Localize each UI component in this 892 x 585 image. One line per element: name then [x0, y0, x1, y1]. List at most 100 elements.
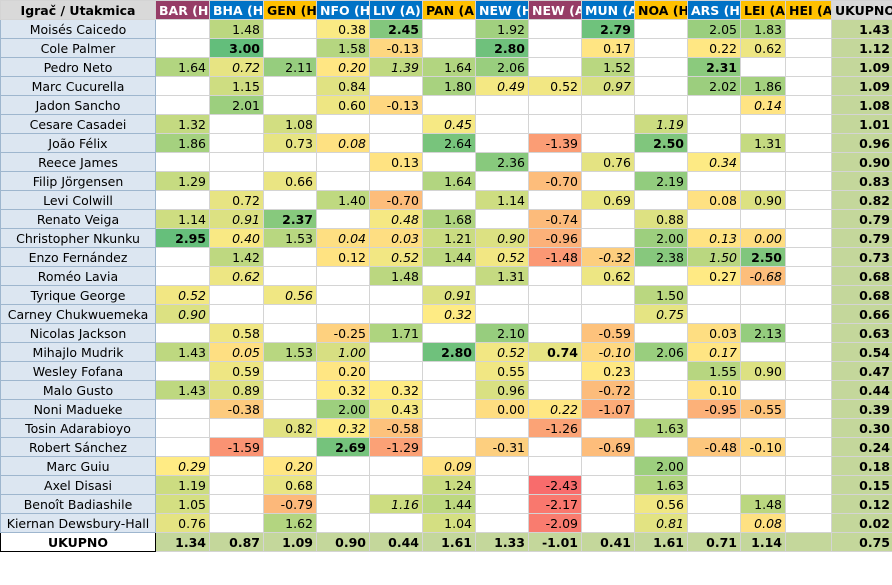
player-row: Roméo Lavia 0.62 1.48 1.31 0.62 0.27 -0.68 0.68 — [0, 266, 892, 286]
player-row: Filip Jörgensen 1.29 0.66 1.64 -0.70 2.19 0.83 — [0, 171, 892, 191]
rating-cell: 1.05 — [155, 494, 210, 514]
rating-cell — [740, 475, 786, 495]
player-row: Jadon Sancho 2.01 0.60 -0.13 0.14 1.08 — [0, 95, 892, 115]
player-total: 0.39 — [831, 399, 892, 419]
player-name: Benoît Badiashile — [0, 494, 156, 514]
rating-cell — [422, 399, 476, 419]
match-average: -1.01 — [528, 532, 582, 552]
rating-cell: -1.29 — [369, 437, 423, 457]
ratings-table: Igrač / Utakmica BAR (H) BHA (H) GEN (H)… — [0, 0, 892, 552]
rating-cell: 2.10 — [475, 323, 529, 343]
rating-cell: 2.79 — [581, 19, 635, 39]
player-total: 0.24 — [831, 437, 892, 457]
total-header: UKUPNO — [831, 0, 892, 20]
rating-cell: 0.20 — [263, 456, 317, 476]
rating-cell: 0.17 — [687, 342, 741, 362]
rating-cell: 0.74 — [528, 342, 582, 362]
rating-cell: 0.88 — [634, 209, 688, 229]
player-total: 0.15 — [831, 475, 892, 495]
rating-cell: 1.68 — [422, 209, 476, 229]
rating-cell: 1.16 — [369, 494, 423, 514]
rating-cell — [528, 190, 582, 210]
rating-cell — [581, 285, 635, 305]
match-header: LEI (A) — [740, 0, 786, 20]
rating-cell: 1.15 — [209, 76, 264, 96]
match-average: 0.44 — [369, 532, 423, 552]
rating-cell — [687, 285, 741, 305]
rating-cell — [634, 95, 688, 115]
rating-cell — [155, 247, 210, 267]
rating-cell: 0.52 — [475, 247, 529, 267]
rating-cell — [687, 494, 741, 514]
rating-cell: 0.89 — [209, 380, 264, 400]
rating-cell — [634, 38, 688, 58]
rating-cell: 1.48 — [369, 266, 423, 286]
rating-cell — [155, 418, 210, 438]
rating-cell: 0.40 — [209, 228, 264, 248]
rating-cell: -0.55 — [740, 399, 786, 419]
rating-cell: 2.00 — [634, 228, 688, 248]
rating-cell: -2.17 — [528, 494, 582, 514]
rating-cell — [155, 323, 210, 343]
rating-cell: 2.64 — [422, 133, 476, 153]
match-average: 1.34 — [155, 532, 210, 552]
rating-cell: -0.10 — [740, 437, 786, 457]
rating-cell: 0.56 — [263, 285, 317, 305]
rating-cell — [785, 38, 832, 58]
player-total: 1.09 — [831, 57, 892, 77]
rating-cell: 1.14 — [155, 209, 210, 229]
rating-cell: 1.19 — [634, 114, 688, 134]
rating-cell: 0.66 — [263, 171, 317, 191]
rating-cell — [316, 513, 370, 533]
rating-cell — [785, 133, 832, 153]
player-name: Mihajlo Mudrik — [0, 342, 156, 362]
rating-cell — [634, 361, 688, 381]
rating-cell — [634, 76, 688, 96]
rating-cell — [369, 285, 423, 305]
rating-cell: 2.05 — [687, 19, 741, 39]
player-row: Marc Guiu 0.29 0.20 0.09 2.00 0.18 — [0, 456, 892, 476]
rating-cell — [634, 437, 688, 457]
rating-cell: 0.60 — [316, 95, 370, 115]
rating-cell — [634, 19, 688, 39]
rating-cell: -1.26 — [528, 418, 582, 438]
rating-cell — [785, 247, 832, 267]
rating-cell: 1.42 — [209, 247, 264, 267]
rating-cell: 0.17 — [581, 38, 635, 58]
rating-cell — [209, 475, 264, 495]
rating-cell: 2.36 — [475, 152, 529, 172]
rating-cell: 0.45 — [422, 114, 476, 134]
rating-cell — [369, 342, 423, 362]
rating-cell — [475, 285, 529, 305]
player-total: 0.73 — [831, 247, 892, 267]
rating-cell: 0.62 — [209, 266, 264, 286]
match-header: ARS (H) — [687, 0, 741, 20]
rating-cell: -0.13 — [369, 38, 423, 58]
rating-cell — [422, 323, 476, 343]
player-name: Enzo Fernández — [0, 247, 156, 267]
corner-header: Igrač / Utakmica — [0, 0, 156, 20]
rating-cell: 1.53 — [263, 342, 317, 362]
rating-cell: 1.63 — [634, 418, 688, 438]
rating-cell — [155, 266, 210, 286]
player-rows: Moisés Caicedo 1.48 0.38 2.45 1.92 2.79 2.05 1.… — [0, 19, 892, 533]
rating-cell — [209, 133, 264, 153]
player-name: Robert Sánchez — [0, 437, 156, 457]
rating-cell — [263, 380, 317, 400]
rating-cell: 1.39 — [369, 57, 423, 77]
rating-cell: -0.74 — [528, 209, 582, 229]
rating-cell — [528, 95, 582, 115]
rating-cell: 1.80 — [422, 76, 476, 96]
rating-cell — [785, 209, 832, 229]
rating-cell — [528, 285, 582, 305]
player-row: Levi Colwill 0.72 1.40 -0.70 1.14 0.69 0.08 0.9… — [0, 190, 892, 210]
rating-cell — [155, 190, 210, 210]
player-row: Reece James 0.13 2.36 0.76 0.34 0.90 — [0, 152, 892, 172]
rating-cell: 0.10 — [687, 380, 741, 400]
rating-cell — [475, 418, 529, 438]
rating-cell — [581, 114, 635, 134]
rating-cell: -1.48 — [528, 247, 582, 267]
rating-cell — [785, 57, 832, 77]
rating-cell — [581, 418, 635, 438]
rating-cell — [316, 285, 370, 305]
